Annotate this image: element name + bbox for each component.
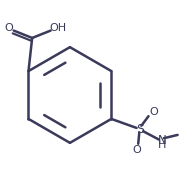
Text: O: O xyxy=(4,23,13,33)
Text: O: O xyxy=(149,107,158,116)
Text: OH: OH xyxy=(49,23,66,33)
Text: S: S xyxy=(136,123,144,135)
Text: H: H xyxy=(158,140,166,150)
Text: O: O xyxy=(133,145,141,155)
Text: N: N xyxy=(157,134,166,146)
